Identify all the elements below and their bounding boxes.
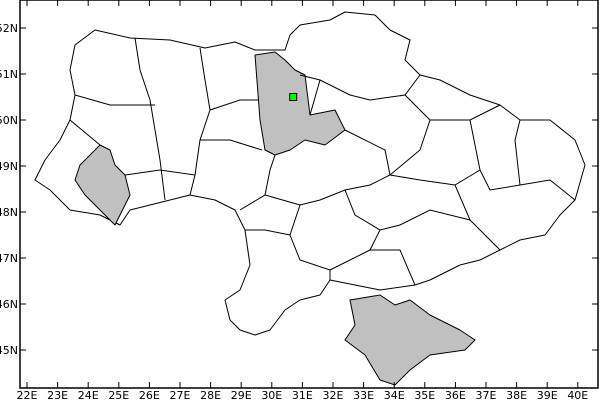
oblast-borders (69, 37, 576, 286)
region-ivano-frankivsk-oblast (74, 144, 131, 226)
x-tick-label: 30E (261, 389, 282, 400)
y-tick-label: 48N (0, 206, 18, 219)
x-tick-label: 38E (506, 389, 527, 400)
x-tick-label: 28E (200, 389, 221, 400)
y-tick-label: 52N (0, 22, 18, 35)
x-tick-label: 33E (353, 389, 374, 400)
x-tick-label: 37E (476, 389, 497, 400)
x-tick-label: 40E (567, 389, 588, 400)
x-tick-label: 25E (108, 389, 129, 400)
region-crimea (344, 294, 476, 386)
x-tick-label: 27E (170, 389, 191, 400)
x-tick-label: 22E (17, 389, 38, 400)
x-tick-label: 39E (537, 389, 558, 400)
y-tick-label: 49N (0, 160, 18, 173)
x-tick-label: 32E (323, 389, 344, 400)
y-tick-label: 50N (0, 114, 18, 127)
x-tick-label: 24E (78, 389, 99, 400)
x-tick-label: 23E (47, 389, 68, 400)
x-tick-label: 35E (414, 389, 435, 400)
axis-ticks (20, 0, 598, 388)
x-tick-label: 26E (139, 389, 160, 400)
y-tick-label: 46N (0, 298, 18, 311)
ukraine-outline (34, 11, 586, 336)
y-tick-label: 45N (0, 344, 18, 357)
location-marker (289, 93, 298, 101)
x-tick-label: 34E (384, 389, 405, 400)
y-tick-label: 47N (0, 252, 18, 265)
x-tick-label: 31E (292, 389, 313, 400)
x-tick-label: 29E (231, 389, 252, 400)
x-tick-label: 36E (445, 389, 466, 400)
y-tick-label: 51N (0, 68, 18, 81)
